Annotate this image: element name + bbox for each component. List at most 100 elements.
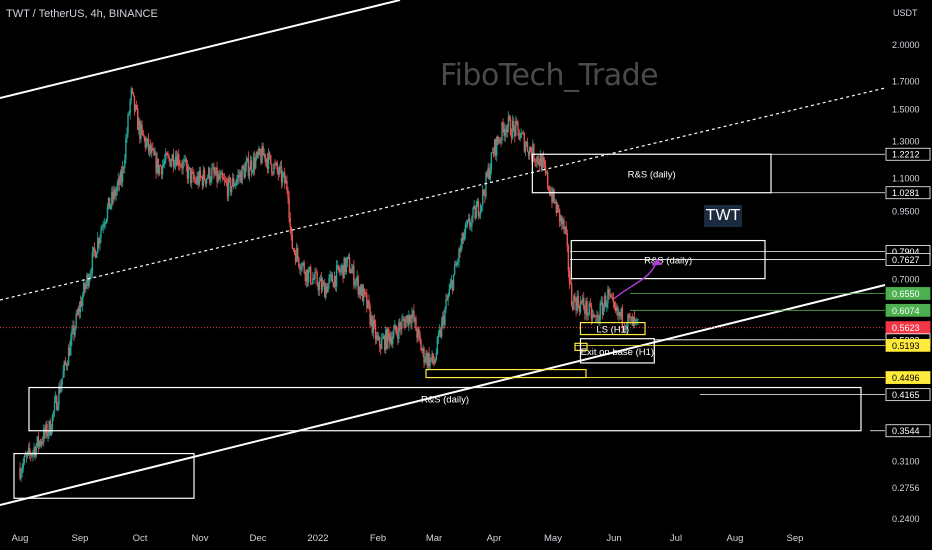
candle-body: [290, 226, 292, 236]
y-tick-label: 0.9500: [892, 206, 920, 216]
candle-body: [610, 294, 612, 298]
candle-body: [307, 270, 310, 283]
candle-body: [518, 129, 520, 140]
candle-body: [533, 144, 535, 161]
candle-body: [22, 462, 24, 469]
candle-body: [407, 315, 409, 326]
candle-body: [235, 182, 237, 185]
candle-body: [359, 286, 362, 296]
candle-body: [111, 191, 113, 205]
price-badge-label: 0.6074: [892, 306, 920, 316]
candle-body: [318, 281, 321, 291]
candle-body: [321, 282, 324, 290]
candle-body: [104, 222, 107, 225]
x-tick-label: Dec: [250, 533, 267, 544]
candle-body: [300, 268, 302, 270]
candle-body: [417, 329, 419, 339]
candle-body: [250, 160, 253, 172]
candle-body: [423, 348, 425, 363]
candle-body: [51, 414, 54, 431]
candle-body: [267, 152, 270, 169]
candle-body: [404, 321, 406, 328]
candle-body: [584, 308, 586, 314]
candle-body: [520, 133, 522, 138]
candle-body: [144, 137, 146, 148]
candle-body: [568, 270, 571, 283]
candle-body: [129, 99, 131, 114]
candle-body: [66, 365, 69, 367]
candle-body: [447, 295, 449, 300]
candle-body: [261, 146, 263, 164]
candle-body: [126, 132, 128, 140]
candle-body: [362, 288, 365, 302]
candle-body: [505, 129, 507, 133]
candle-body: [298, 257, 300, 266]
candle-body: [291, 235, 294, 249]
candle-body: [385, 329, 387, 350]
candle-body: [218, 174, 220, 180]
candle-body: [304, 272, 306, 282]
candle-body: [563, 219, 565, 230]
x-tick-label: Aug: [12, 533, 29, 544]
candle-body: [494, 139, 497, 156]
candle-body: [425, 352, 427, 361]
candle-body: [619, 312, 621, 317]
candle-body: [64, 361, 67, 364]
candle-body: [489, 169, 491, 179]
candle-body: [57, 405, 59, 411]
candle-body: [58, 386, 60, 406]
candle-body: [88, 278, 90, 286]
candle-body: [27, 447, 30, 452]
x-tick-label: 2022: [307, 533, 328, 544]
candle-body: [47, 433, 49, 437]
candle-body: [108, 197, 111, 209]
candle-body: [213, 167, 215, 174]
price-badge-label: 1.0281: [892, 188, 920, 198]
candle-body: [490, 152, 493, 170]
candle-body: [357, 276, 359, 295]
candle-body: [152, 148, 154, 150]
candle-body: [595, 316, 597, 318]
candle-body: [514, 126, 516, 136]
candle-body: [455, 264, 457, 266]
candle-body: [180, 165, 182, 167]
candle-body: [365, 292, 367, 295]
candle-body: [507, 116, 510, 127]
candle-body: [578, 306, 581, 312]
candle-body: [312, 278, 314, 284]
candle-body: [353, 265, 355, 286]
candle-body: [378, 336, 381, 347]
x-tick-label: Apr: [487, 533, 502, 544]
zone-box: [531, 153, 772, 194]
candle-body: [105, 218, 108, 223]
candle-body: [389, 334, 391, 344]
candle-body: [220, 172, 222, 175]
candle-body: [308, 266, 311, 271]
y-tick-label: 2.0000: [892, 40, 920, 50]
candle-body: [499, 139, 501, 143]
candle-body: [78, 308, 81, 312]
candle-body: [325, 286, 327, 298]
candle-body: [103, 224, 105, 227]
candle-body: [106, 206, 109, 219]
candle-body: [598, 320, 600, 322]
zone-box: [13, 452, 195, 499]
candle-body: [170, 160, 172, 167]
candle-body: [352, 265, 354, 270]
candle-body: [232, 178, 234, 187]
candle-body: [169, 158, 171, 167]
candle-body: [102, 226, 104, 227]
x-tick-label: Feb: [370, 533, 386, 544]
candle-body: [606, 303, 608, 308]
candle-body: [516, 121, 518, 123]
candle-body: [371, 315, 373, 333]
candle-body: [70, 339, 72, 356]
candle-body: [436, 337, 439, 354]
candle-body: [117, 178, 119, 185]
candle-body: [335, 265, 338, 287]
candle-body: [188, 167, 191, 169]
candle-body: [130, 88, 132, 100]
candle-body: [532, 144, 534, 159]
candle-body: [165, 152, 167, 161]
